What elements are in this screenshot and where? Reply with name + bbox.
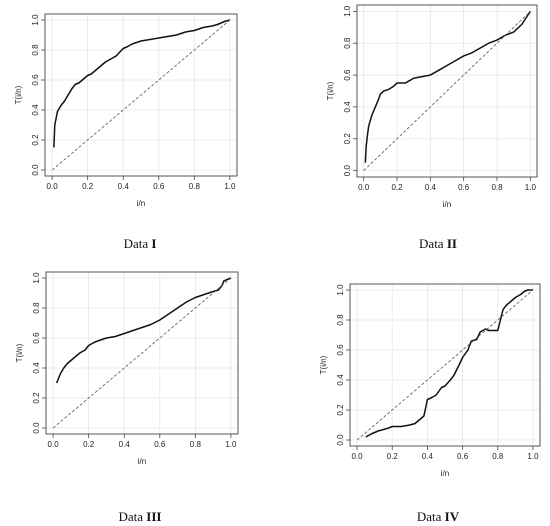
x-tick-label: 0.4	[425, 183, 437, 192]
y-tick-label: 0.2	[343, 133, 352, 145]
x-tick-label: 0.8	[190, 440, 202, 449]
y-axis-label: T(i/n)	[15, 343, 24, 362]
reference-diagonal-line	[52, 277, 232, 429]
caption-roman: II	[446, 236, 457, 251]
y-axis-label: T(i/n)	[14, 85, 23, 104]
y-tick-label: 0.2	[31, 134, 40, 146]
chart-svg-data-iii: 0.0 0.2 0.4 0.6 0.8 1.0 0.0 0.2 0.4 0.6 0.8 1.0 i/n T…	[15, 271, 239, 466]
x-tick-label: 0.4	[119, 440, 131, 449]
chart-panel-data-iii: 0.0 0.2 0.4 0.6 0.8 1.0 0.0 0.2 0.4 0.6 0.8 1.0 i/n T…	[0, 262, 270, 498]
x-tick-label: 0.2	[387, 452, 399, 461]
chart-svg-data-ii: 0.0 0.2 0.4 0.6 0.8 1.0 0.0 0.2 0.4 0.6 0.8 1.0 i/n T…	[326, 4, 538, 209]
caption-data-iv: Data IV	[338, 509, 538, 525]
x-tick-label: 0.2	[83, 440, 95, 449]
x-tick-label: 0.0	[351, 452, 363, 461]
plot-frame	[45, 271, 239, 435]
x-axis-label: i/n	[138, 457, 146, 466]
ttt-curve-line	[364, 10, 531, 163]
plot-frame	[349, 283, 541, 447]
ttt-curve-line	[55, 277, 232, 384]
x-axis-label: i/n	[443, 200, 451, 209]
caption-data-ii: Data II	[338, 236, 538, 252]
y-tick-label: 0.4	[343, 101, 352, 113]
x-tick-label: 0.2	[82, 182, 94, 191]
x-tick-label: 0.4	[118, 182, 130, 191]
caption-prefix: Data	[118, 509, 147, 524]
ttt-curve-line	[53, 19, 231, 148]
caption-prefix: Data	[416, 509, 445, 524]
chart-svg-data-i: 0.0 0.2 0.4 0.6 0.8 1.0 0.0 0.2 0.4 0.6 0.8 1.0 i/n T…	[14, 13, 238, 208]
x-tick-label: 0.8	[491, 183, 503, 192]
caption-prefix: Data	[419, 236, 447, 251]
chart-panel-data-iv: 0.0 0.2 0.4 0.6 0.8 1.0 0.0 0.2 0.4 0.6 0.8 1.0 i/n T…	[280, 262, 550, 498]
y-tick-label: 0.0	[32, 422, 41, 434]
y-axis-label: T(i/n)	[326, 81, 335, 100]
caption-prefix: Data	[123, 236, 152, 251]
y-tick-label: 0.4	[31, 104, 40, 116]
x-axis-label: i/n	[441, 469, 449, 478]
x-tick-label: 0.4	[422, 452, 434, 461]
x-tick-label: 0.8	[189, 182, 201, 191]
caption-roman: IV	[444, 509, 460, 524]
caption-roman: III	[146, 509, 162, 524]
y-tick-label: 0.6	[31, 74, 40, 86]
ttt-curve-line	[365, 289, 533, 438]
y-tick-label: 0.6	[336, 344, 345, 356]
y-tick-label: 0.6	[32, 332, 41, 344]
reference-diagonal-line	[363, 11, 531, 171]
plot-frame	[356, 4, 538, 178]
chart-panel-data-i: 0.0 0.2 0.4 0.6 0.8 1.0 0.0 0.2 0.4 0.6 0.8 1.0 i/n T…	[0, 0, 270, 240]
y-tick-label: 0.2	[336, 404, 345, 416]
y-tick-label: 1.0	[31, 14, 40, 26]
x-tick-label: 0.6	[458, 183, 470, 192]
chart-svg-data-iv: 0.0 0.2 0.4 0.6 0.8 1.0 0.0 0.2 0.4 0.6 0.8 1.0 i/n T…	[319, 283, 541, 478]
x-tick-label: 0.2	[391, 183, 403, 192]
x-tick-label: 1.0	[224, 182, 236, 191]
caption-data-i: Data I	[40, 236, 240, 252]
x-tick-label: 0.8	[492, 452, 504, 461]
y-tick-label: 1.0	[32, 272, 41, 284]
x-tick-label: 0.6	[457, 452, 469, 461]
y-tick-label: 0.8	[32, 302, 41, 314]
y-tick-label: 0.4	[32, 362, 41, 374]
x-tick-label: 1.0	[525, 183, 537, 192]
y-tick-label: 0.8	[336, 314, 345, 326]
x-axis-label: i/n	[137, 199, 145, 208]
y-tick-label: 0.0	[343, 165, 352, 177]
y-tick-label: 1.0	[336, 284, 345, 296]
x-tick-label: 0.0	[358, 183, 370, 192]
y-tick-label: 1.0	[343, 5, 352, 17]
plot-frame	[44, 13, 238, 177]
x-tick-label: 0.0	[48, 440, 60, 449]
caption-data-iii: Data III	[40, 509, 240, 525]
x-tick-label: 1.0	[527, 452, 539, 461]
reference-diagonal-line	[51, 19, 231, 171]
y-tick-label: 0.4	[336, 374, 345, 386]
y-axis-label: T(i/n)	[319, 355, 328, 374]
x-tick-label: 0.6	[154, 440, 166, 449]
x-tick-label: 0.6	[153, 182, 165, 191]
chart-panel-data-ii: 0.0 0.2 0.4 0.6 0.8 1.0 0.0 0.2 0.4 0.6 0.8 1.0 i/n T…	[280, 0, 550, 240]
x-tick-label: 0.0	[47, 182, 59, 191]
y-tick-label: 0.8	[343, 37, 352, 49]
y-tick-label: 0.0	[336, 434, 345, 446]
y-tick-label: 0.0	[31, 164, 40, 176]
reference-diagonal-line	[356, 289, 534, 441]
x-tick-label: 1.0	[225, 440, 237, 449]
y-tick-label: 0.2	[32, 392, 41, 404]
y-tick-label: 0.8	[31, 44, 40, 56]
y-tick-label: 0.6	[343, 69, 352, 81]
caption-roman: I	[151, 236, 157, 251]
